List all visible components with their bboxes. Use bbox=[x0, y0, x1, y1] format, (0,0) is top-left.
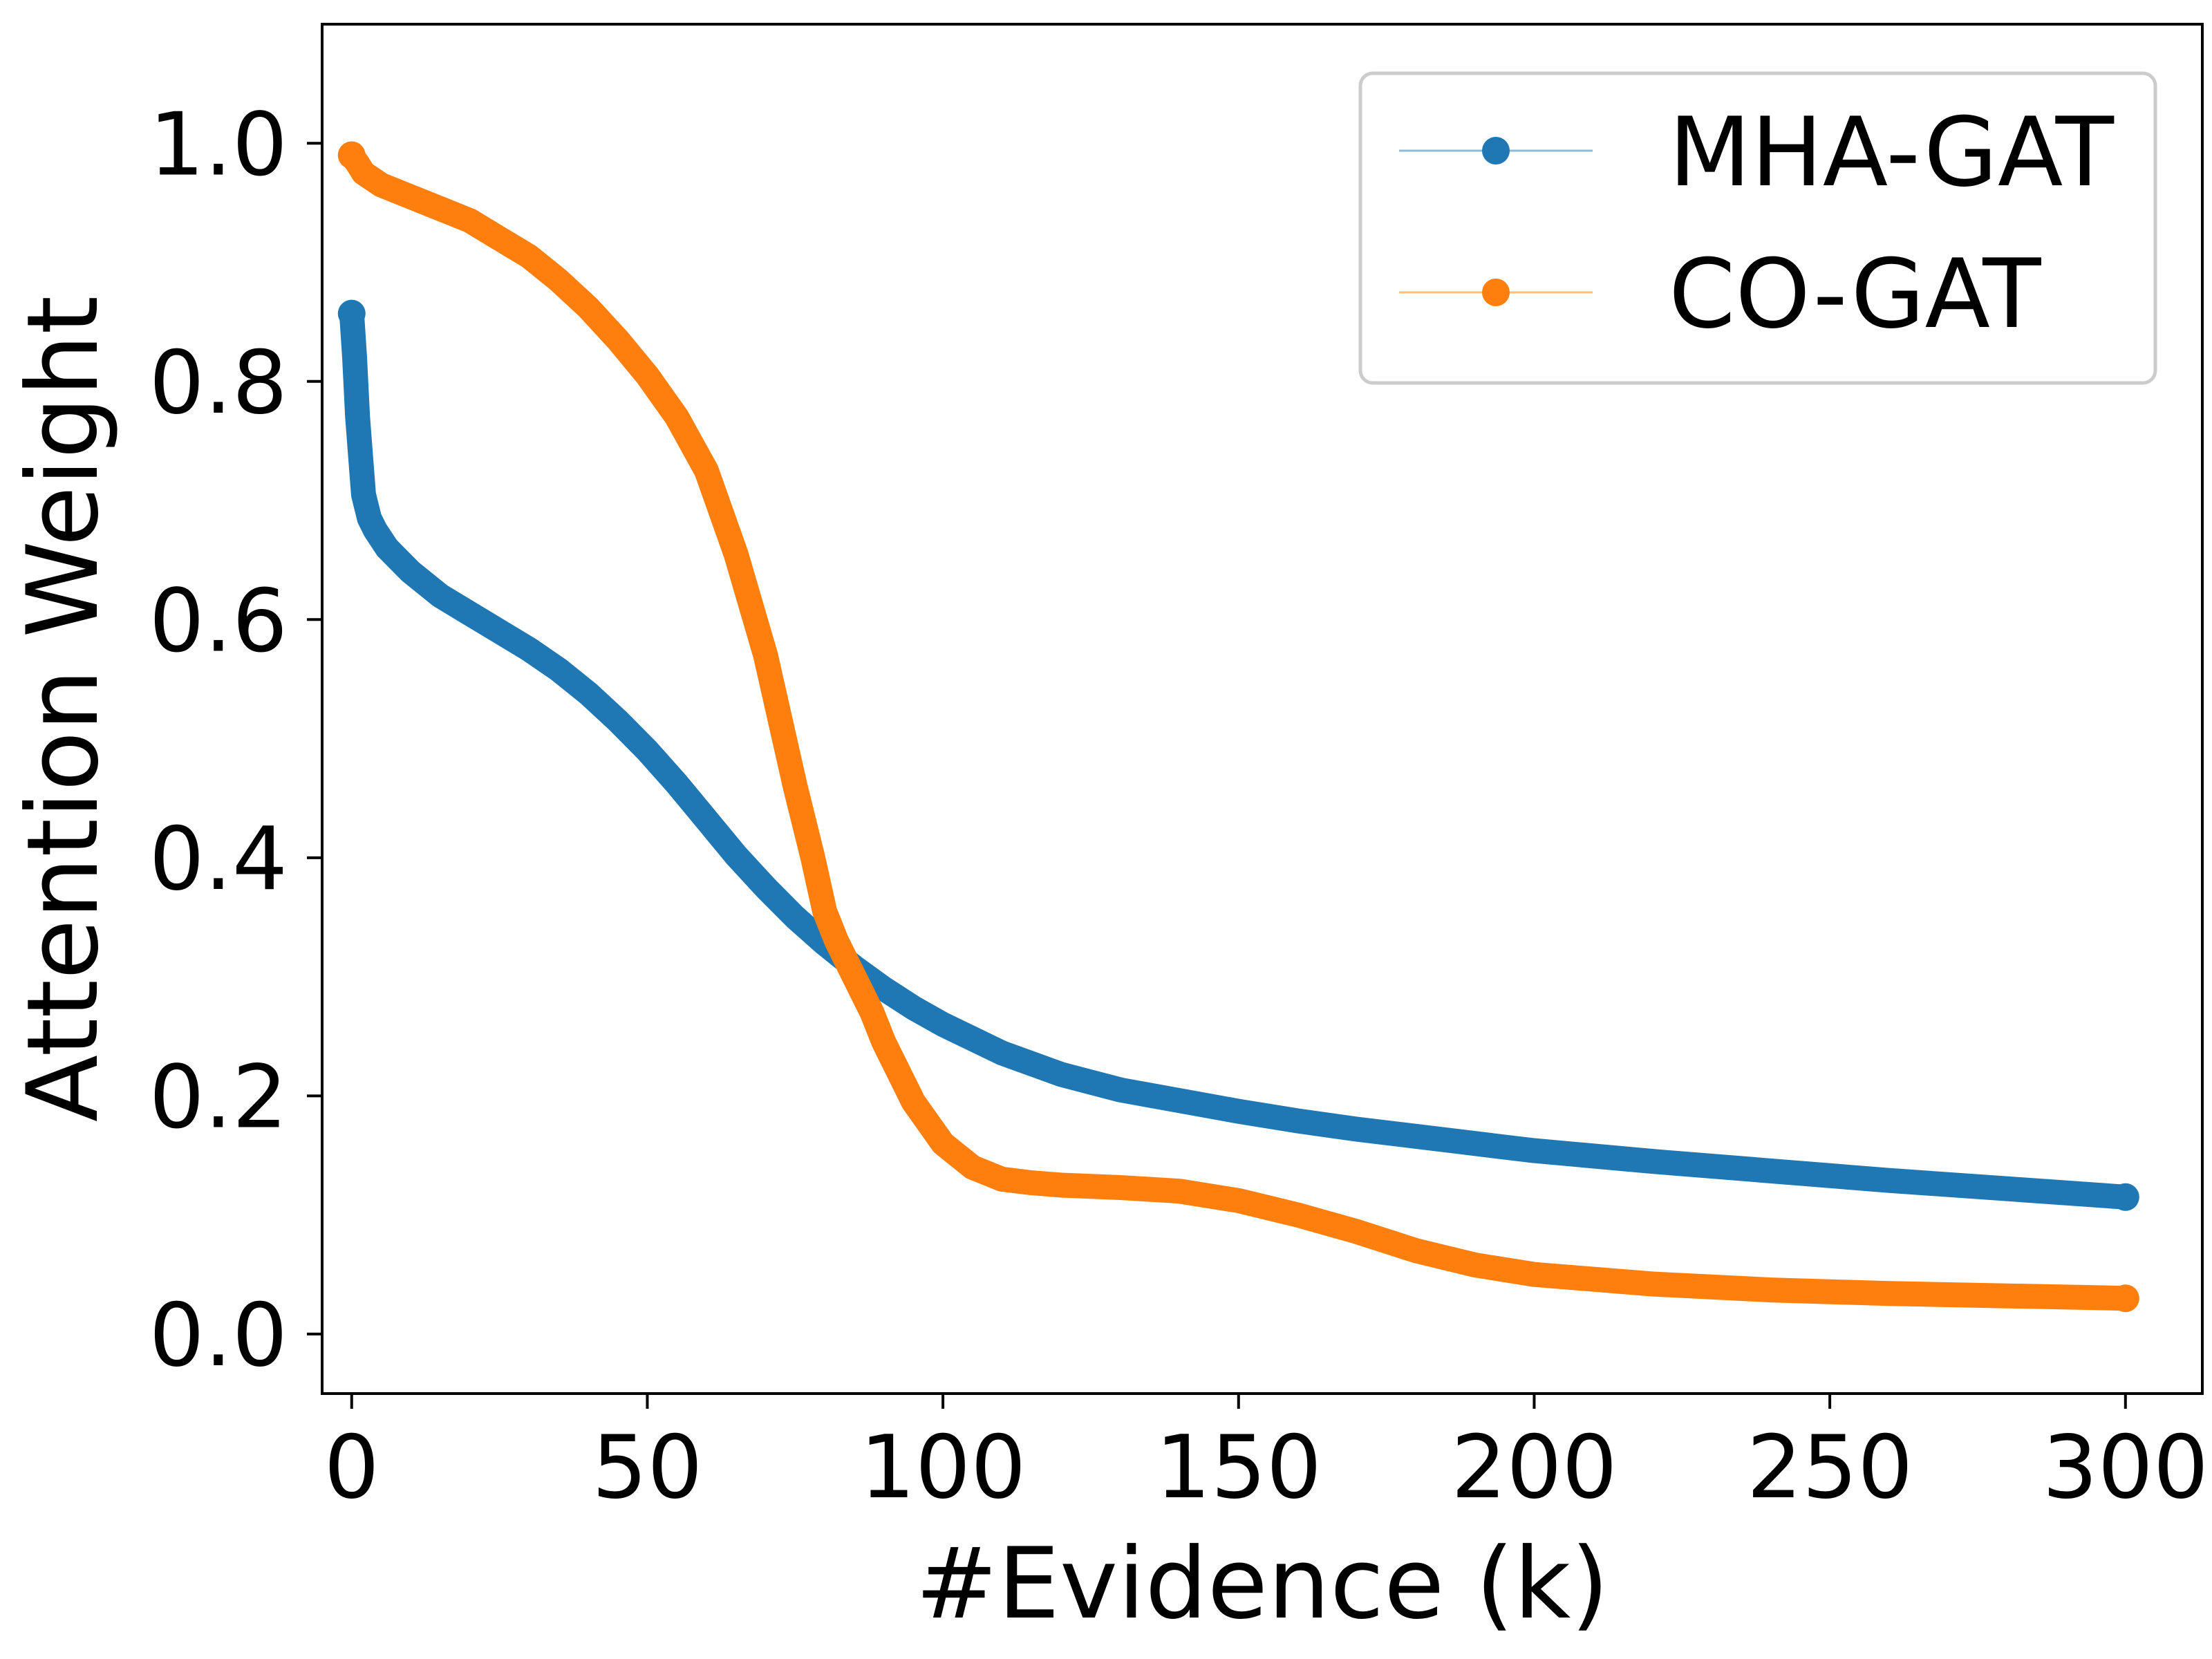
y-tick-label: 0.6 bbox=[149, 570, 288, 671]
series-line-0 bbox=[339, 301, 2138, 1210]
y-axis: 0.0 0.2 0.4 0.6 0.8 1.0 bbox=[149, 93, 322, 1386]
legend-label: MHA-GAT bbox=[1669, 97, 2115, 208]
legend-entry: MHA-GAT bbox=[1399, 97, 2115, 208]
y-tick-label: 0.0 bbox=[149, 1284, 288, 1386]
legend-swatch-marker bbox=[1482, 137, 1510, 165]
legend-swatch-marker bbox=[1482, 279, 1510, 306]
y-tick-label: 0.4 bbox=[149, 808, 288, 910]
plot-frame bbox=[321, 23, 2204, 1395]
legend-label: CO-GAT bbox=[1669, 238, 2041, 350]
series-start-point bbox=[337, 141, 366, 169]
x-tick-label: 250 bbox=[1747, 1416, 1913, 1518]
legend: MHA-GAT CO-GAT bbox=[1358, 71, 2157, 385]
y-tick-label: 0.8 bbox=[149, 332, 288, 433]
y-tick-label: 0.2 bbox=[149, 1046, 288, 1147]
x-tick-label: 100 bbox=[860, 1416, 1027, 1518]
series-layer bbox=[337, 141, 2139, 1313]
x-axis-label: #Evidence (k) bbox=[915, 1527, 1609, 1641]
x-tick-label: 300 bbox=[2043, 1416, 2209, 1518]
x-tick-label: 50 bbox=[592, 1416, 702, 1518]
x-tick-label: 0 bbox=[324, 1416, 379, 1518]
series-end-point bbox=[2111, 1284, 2139, 1313]
x-tick-label: 200 bbox=[1451, 1416, 1618, 1518]
series-line-1 bbox=[339, 142, 2138, 1311]
x-axis: 0 50 100 150 200 250 300 bbox=[324, 1394, 2209, 1518]
x-tick-label: 150 bbox=[1156, 1416, 1322, 1518]
series-start-point bbox=[337, 299, 366, 328]
y-axis-label: Attention Weight bbox=[6, 296, 120, 1122]
series-end-point bbox=[2111, 1183, 2139, 1211]
legend-entry: CO-GAT bbox=[1399, 238, 2041, 350]
y-tick-label: 1.0 bbox=[149, 93, 288, 195]
